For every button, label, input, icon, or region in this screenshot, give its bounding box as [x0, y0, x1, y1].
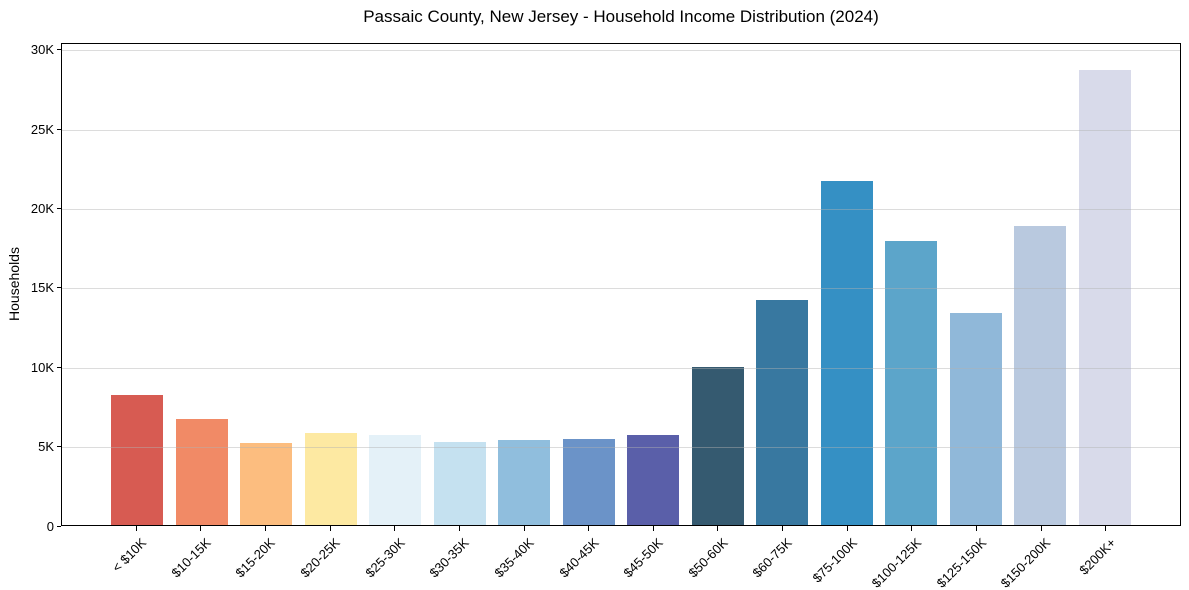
x-tick-label-text: $40-45K: [555, 535, 602, 581]
x-tick-label-text: $10-15K: [168, 535, 214, 581]
x-tick-label-text: $100-125K: [868, 535, 925, 590]
bars-container: [62, 44, 1180, 525]
x-tick-mark: [200, 526, 202, 531]
bar-slot: [105, 44, 170, 525]
y-tick-mark: [57, 366, 61, 368]
bar-slot: [234, 44, 299, 525]
bar-slot: [428, 44, 493, 525]
x-tick-mark: [717, 526, 719, 531]
gridline-30K: [62, 50, 1180, 52]
x-tick-label-text: $125-150K: [933, 535, 990, 590]
bar-10k: [111, 395, 164, 525]
y-tick-mark: [57, 49, 61, 51]
x-tick-mark: [846, 526, 848, 531]
y-tick-label: 0: [46, 518, 54, 534]
x-tick-label-text: $200K+: [1075, 535, 1119, 578]
x-tick-mark: [1105, 526, 1107, 531]
bar-slot: [299, 44, 364, 525]
y-tick-mark: [57, 525, 61, 527]
x-tick-label-text: $35-40K: [491, 535, 537, 581]
x-tick-mark: [588, 526, 590, 531]
x-tick-label-text: $50-60K: [685, 535, 731, 581]
x-tick-mark: [135, 526, 137, 531]
bar-slot: [557, 44, 622, 525]
y-tick-label: 5K: [38, 439, 54, 455]
x-tick-mark: [523, 526, 525, 531]
bar-15-20k: [240, 442, 293, 525]
y-tick-mark: [57, 446, 61, 448]
bar-45-50k: [627, 434, 680, 525]
bar-200k+: [1078, 69, 1131, 525]
bar-slot: [1073, 44, 1138, 525]
bar-125-150k: [949, 313, 1002, 525]
bar-35-40k: [498, 439, 551, 525]
bar-slot: [170, 44, 235, 525]
y-tick-label: 20K: [30, 201, 54, 217]
x-tick-mark: [394, 526, 396, 531]
gridline-5K: [62, 447, 1180, 449]
y-tick-mark: [57, 128, 61, 130]
bar-slot: [750, 44, 815, 525]
bar-slot: [1008, 44, 1073, 525]
bar-slot: [879, 44, 944, 525]
plot-area: [61, 43, 1181, 526]
bar-30-35k: [433, 442, 486, 525]
bar-25-30k: [369, 434, 422, 525]
x-tick-mark: [782, 526, 784, 531]
gridline-10K: [62, 367, 1180, 369]
x-tick-label-text: < $10K: [108, 535, 149, 576]
x-tick-label-text: $20-25K: [297, 535, 343, 581]
bar-slot: [492, 44, 557, 525]
x-tick-mark: [458, 526, 460, 531]
bar-75-100k: [820, 181, 873, 525]
gridline-20K: [62, 209, 1180, 211]
x-tick-mark: [911, 526, 913, 531]
y-tick-mark: [57, 208, 61, 210]
x-tick-mark: [1040, 526, 1042, 531]
bar-50-60k: [691, 366, 744, 525]
x-tick-label-text: $75-100K: [809, 535, 860, 586]
gridline-25K: [62, 129, 1180, 131]
bar-20-25k: [304, 433, 357, 525]
y-tick-label: 30K: [30, 42, 54, 58]
bar-slot: [815, 44, 880, 525]
bar-100-125k: [885, 240, 938, 525]
x-tick-label-text: $25-30K: [362, 535, 408, 581]
bar-slot: [363, 44, 428, 525]
x-tick-label-text: $30-35K: [426, 535, 473, 581]
x-tick-label-text: $45-50K: [620, 535, 666, 581]
y-tick-mark: [57, 287, 61, 289]
gridline-15K: [62, 288, 1180, 290]
x-tick-label-text: $150-200K: [998, 535, 1054, 590]
bar-slot: [686, 44, 751, 525]
y-tick-label: 15K: [30, 280, 54, 296]
x-tick-mark: [652, 526, 654, 531]
x-tick-mark: [265, 526, 267, 531]
bar-10-15k: [175, 419, 228, 525]
x-tick-label-text: $60-75K: [749, 535, 796, 581]
y-tick-label: 25K: [30, 121, 54, 137]
bar-slot: [944, 44, 1009, 525]
bar-60-75k: [756, 299, 809, 525]
x-tick-label-text: $15-20K: [232, 535, 279, 581]
bar-150-200k: [1014, 225, 1067, 525]
y-tick-label: 10K: [30, 359, 54, 375]
chart-title: Passaic County, New Jersey - Household I…: [363, 7, 879, 26]
bar-40-45k: [562, 438, 615, 525]
bar-slot: [621, 44, 686, 525]
x-tick-mark: [329, 526, 331, 531]
x-tick-mark: [975, 526, 977, 531]
